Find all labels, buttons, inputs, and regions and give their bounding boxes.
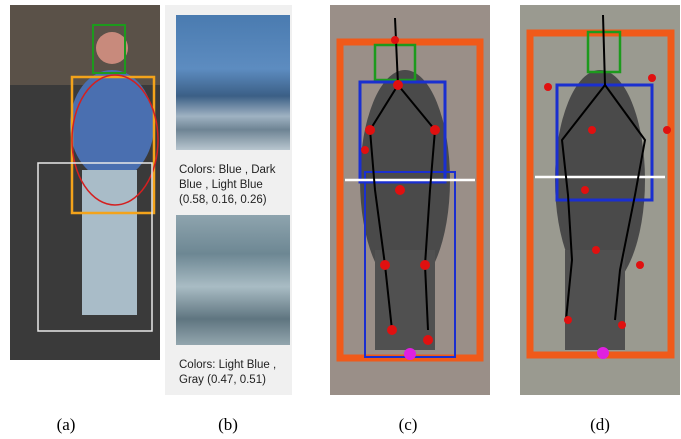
- swatch-text: Gray (0.47, 0.51): [179, 374, 266, 386]
- color-swatch: [176, 215, 290, 345]
- panel-a: [10, 5, 160, 360]
- head: [96, 32, 128, 64]
- panel-label: (b): [218, 415, 238, 434]
- panel-c: [330, 5, 490, 395]
- background: [10, 5, 160, 85]
- panel-b: Colors: Blue , Dark Blue , Light Blue (0…: [165, 5, 292, 395]
- panel-label: (d): [590, 415, 610, 434]
- swatch-text: (0.58, 0.16, 0.26): [179, 194, 267, 206]
- panel-label: (a): [57, 415, 76, 434]
- panel-label: (c): [399, 415, 418, 434]
- swatch-text: Blue , Light Blue: [179, 179, 263, 191]
- foot-point: [597, 347, 609, 359]
- figure: Colors: Blue , Dark Blue , Light Blue (0…: [0, 0, 681, 439]
- panel-d: [520, 5, 680, 395]
- legs: [82, 170, 137, 315]
- swatch-text: Colors: Light Blue ,: [179, 359, 276, 371]
- swatch-text: Colors: Blue , Dark: [179, 164, 276, 176]
- color-swatch: [176, 15, 290, 150]
- foot-point: [404, 348, 416, 360]
